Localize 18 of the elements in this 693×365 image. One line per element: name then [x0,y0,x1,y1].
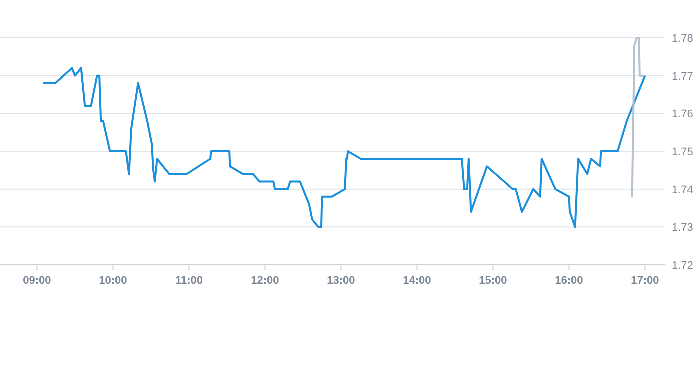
x-tick-label: 12:00 [251,275,280,287]
x-tick-label: 14:00 [403,275,432,287]
x-tick-label: 13:00 [327,275,356,287]
y-tick-label: 1.77 [672,70,693,83]
x-tick-label: 16:00 [555,275,584,287]
line-series [42,67,646,228]
x-tick-label: 10:00 [99,275,128,287]
x-tick-label: 15:00 [479,275,508,287]
x-tick-label: 11:00 [175,275,204,287]
y-tick-label: 1.78 [672,33,693,45]
y-tick-label: 1.73 [672,222,693,234]
line-series [631,37,646,198]
x-tick-label: 17:00 [631,275,660,287]
y-tick-label: 1.76 [672,108,693,121]
x-tick-label: 09:00 [23,275,52,287]
y-tick-label: 1.72 [672,260,693,272]
y-tick-label: 1.75 [672,146,693,158]
y-tick-label: 1.74 [672,184,693,196]
